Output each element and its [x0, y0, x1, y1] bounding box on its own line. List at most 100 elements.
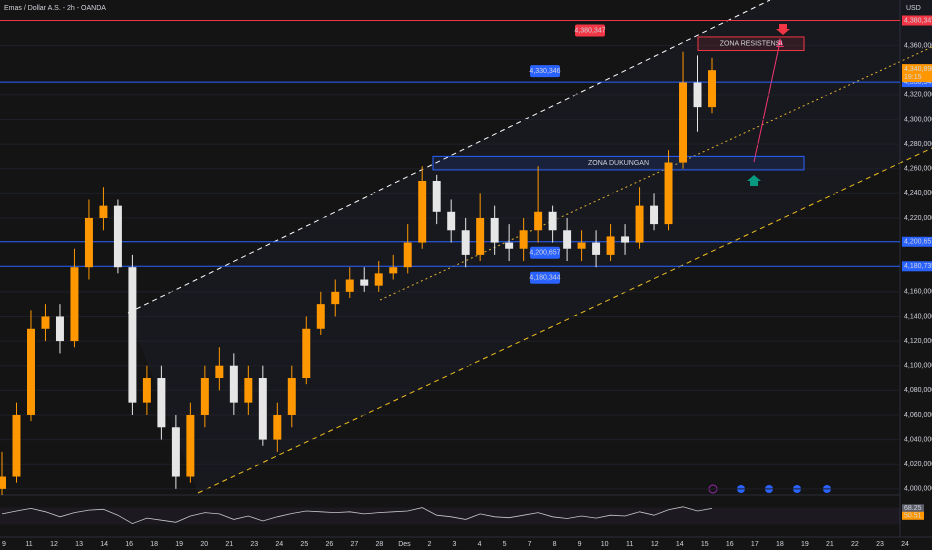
candle-body — [215, 365, 224, 379]
candle-body — [84, 217, 93, 268]
candle-body — [490, 217, 499, 243]
candle-body — [273, 414, 282, 440]
x-tick-label: 18 — [776, 541, 784, 548]
y-tick-label: 4,080,000 — [904, 387, 932, 394]
candle-body — [461, 230, 470, 255]
x-tick-label: 8 — [553, 541, 557, 548]
axis-price-label: 4,330,346 — [904, 79, 932, 86]
axis-price-label: 4,180,735 — [904, 263, 932, 270]
channel-mid — [379, 46, 932, 301]
zone-label: ZONA DUKUNGAN — [588, 160, 649, 167]
y-tick-label: 4,160,000 — [904, 289, 932, 296]
candle-body — [374, 273, 383, 286]
countdown: 19:15 — [904, 74, 922, 81]
axis-price-label: 4,380,347 — [904, 17, 932, 24]
rsi-line — [1, 506, 713, 525]
x-tick-label: 2 — [428, 541, 432, 548]
candle-body — [157, 378, 166, 428]
y-tick-label: 4,120,000 — [904, 338, 932, 345]
rsi-label: 68.25 — [904, 505, 922, 512]
x-tick-label: 20 — [200, 541, 208, 548]
candle-body — [244, 378, 253, 403]
x-tick-label: 11 — [626, 541, 633, 548]
x-tick-label: 25 — [300, 541, 308, 548]
candle-body — [186, 414, 195, 477]
candle-body — [534, 211, 543, 231]
zone — [432, 155, 805, 171]
price-callout: 4,330,346 — [529, 68, 560, 75]
candle-body — [476, 217, 485, 255]
candle-body — [302, 328, 311, 379]
candle-body — [55, 316, 64, 342]
zone — [697, 36, 805, 51]
x-tick-label: 12 — [50, 541, 58, 548]
price-callout-box — [530, 246, 560, 259]
x-tick-label: 16 — [726, 541, 734, 548]
candle-body — [592, 242, 601, 255]
candle-body — [621, 236, 630, 243]
x-tick-label: 11 — [25, 541, 32, 548]
axis-label-box — [902, 15, 932, 26]
candle-body — [389, 267, 398, 274]
y-tick-label: 4,300,000 — [904, 116, 932, 123]
candle-body — [360, 279, 369, 286]
channel-lower — [197, 147, 932, 494]
x-tick-label: 15 — [701, 541, 709, 548]
last-price: 4,340,890 — [904, 66, 932, 73]
channel-fill — [128, 0, 932, 493]
symbol-title: Emas / Dollar A.S. - 2h - OANDA — [4, 5, 106, 12]
x-tick-label: 26 — [325, 541, 333, 548]
candle-body — [316, 304, 325, 329]
x-tick-label: 9 — [578, 541, 582, 548]
down-arrow — [776, 24, 790, 35]
y-tick-label: 4,220,000 — [904, 215, 932, 222]
x-tick-label: 18 — [150, 541, 158, 548]
candle-body — [577, 242, 586, 249]
rsi-band — [0, 507, 900, 525]
y-tick-label: 4,260,000 — [904, 166, 932, 173]
price-callout: 4,380,347 — [574, 27, 605, 34]
x-tick-label: 28 — [376, 541, 384, 548]
candle-body — [563, 230, 572, 249]
x-tick-label: 5 — [503, 541, 507, 548]
x-tick-label: 16 — [125, 541, 133, 548]
candle-body — [26, 328, 35, 415]
y-tick-label: 4,360,000 — [904, 42, 932, 49]
candle-body — [331, 291, 340, 305]
y-tick-label: 4,000,000 — [904, 486, 932, 493]
candle-body — [99, 205, 108, 218]
candle-body — [258, 378, 267, 440]
x-tick-label: 24 — [901, 541, 909, 548]
price-callout: 4,180,344 — [529, 275, 560, 282]
x-tick-label: 19 — [801, 541, 809, 548]
rsi-label-box — [902, 511, 924, 520]
candle-body — [418, 181, 427, 243]
candle-body — [287, 378, 296, 415]
candle-body — [345, 279, 354, 292]
candle-body — [519, 230, 528, 249]
channel-upper — [127, 0, 771, 314]
zone-label: ZONA RESISTENSI — [720, 41, 783, 48]
last-price-box — [902, 64, 932, 83]
x-tick-label: 4 — [478, 541, 482, 548]
candle-body — [41, 316, 50, 329]
x-tick-label: 10 — [601, 541, 609, 548]
price-callout-box — [530, 65, 560, 78]
candle-body — [693, 82, 702, 108]
candle-body — [403, 242, 412, 268]
x-tick-label: 12 — [651, 541, 659, 548]
candle-body — [128, 267, 137, 403]
candle-body — [664, 162, 673, 225]
y-tick-label: 4,040,000 — [904, 436, 932, 443]
x-tick-label: 13 — [75, 541, 83, 548]
y-tick-label: 4,140,000 — [904, 313, 932, 320]
candle-body — [70, 267, 79, 342]
candle-body — [142, 378, 151, 403]
price-callout-box — [530, 271, 560, 284]
candle-body — [505, 242, 514, 249]
y-tick-label: 4,320,000 — [904, 92, 932, 99]
candle-body — [548, 211, 557, 231]
x-tick-label: 21 — [225, 541, 233, 548]
x-tick-label: 23 — [876, 541, 884, 548]
rsi-label: 50.51 — [904, 513, 922, 520]
